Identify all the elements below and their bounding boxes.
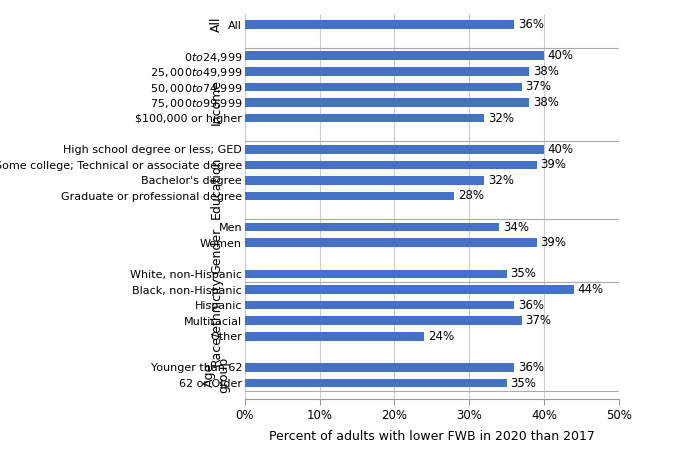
- Text: 39%: 39%: [541, 236, 566, 249]
- Bar: [245, 316, 522, 325]
- Text: 35%: 35%: [510, 267, 537, 280]
- Bar: [245, 51, 544, 60]
- Text: 32%: 32%: [488, 174, 514, 187]
- Text: Education: Education: [210, 157, 223, 219]
- Text: 37%: 37%: [526, 80, 551, 93]
- Bar: [245, 285, 574, 294]
- Text: 36%: 36%: [518, 18, 544, 31]
- X-axis label: Percent of adults with lower FWB in 2020 than 2017: Percent of adults with lower FWB in 2020…: [269, 430, 595, 443]
- Bar: [245, 379, 507, 387]
- Text: 39%: 39%: [541, 158, 566, 171]
- Bar: [245, 145, 544, 154]
- Bar: [245, 223, 499, 231]
- Text: 40%: 40%: [548, 143, 574, 156]
- Text: All: All: [210, 17, 223, 32]
- Bar: [245, 363, 514, 372]
- Bar: [245, 176, 484, 185]
- Bar: [245, 114, 484, 122]
- Bar: [245, 332, 424, 341]
- Bar: [245, 192, 454, 200]
- Text: 44%: 44%: [578, 283, 604, 296]
- Bar: [245, 20, 514, 29]
- Text: Income: Income: [210, 79, 223, 125]
- Text: 36%: 36%: [518, 299, 544, 312]
- Text: 35%: 35%: [510, 376, 537, 390]
- Text: 38%: 38%: [533, 96, 559, 109]
- Bar: [245, 238, 537, 247]
- Text: Race/ethnicity: Race/ethnicity: [210, 276, 223, 366]
- Text: 28%: 28%: [458, 189, 484, 202]
- Text: 37%: 37%: [526, 314, 551, 327]
- Bar: [245, 270, 507, 278]
- Text: 36%: 36%: [518, 361, 544, 374]
- Text: 40%: 40%: [548, 49, 574, 62]
- Text: 38%: 38%: [533, 65, 559, 78]
- Bar: [245, 82, 522, 91]
- Bar: [245, 301, 514, 309]
- Bar: [245, 98, 529, 107]
- Text: 34%: 34%: [503, 221, 529, 234]
- Text: 32%: 32%: [488, 111, 514, 125]
- Text: Age
group: Age group: [203, 357, 231, 393]
- Text: 24%: 24%: [428, 330, 454, 343]
- Bar: [245, 67, 529, 76]
- Text: Gender: Gender: [210, 227, 223, 274]
- Bar: [245, 160, 537, 169]
